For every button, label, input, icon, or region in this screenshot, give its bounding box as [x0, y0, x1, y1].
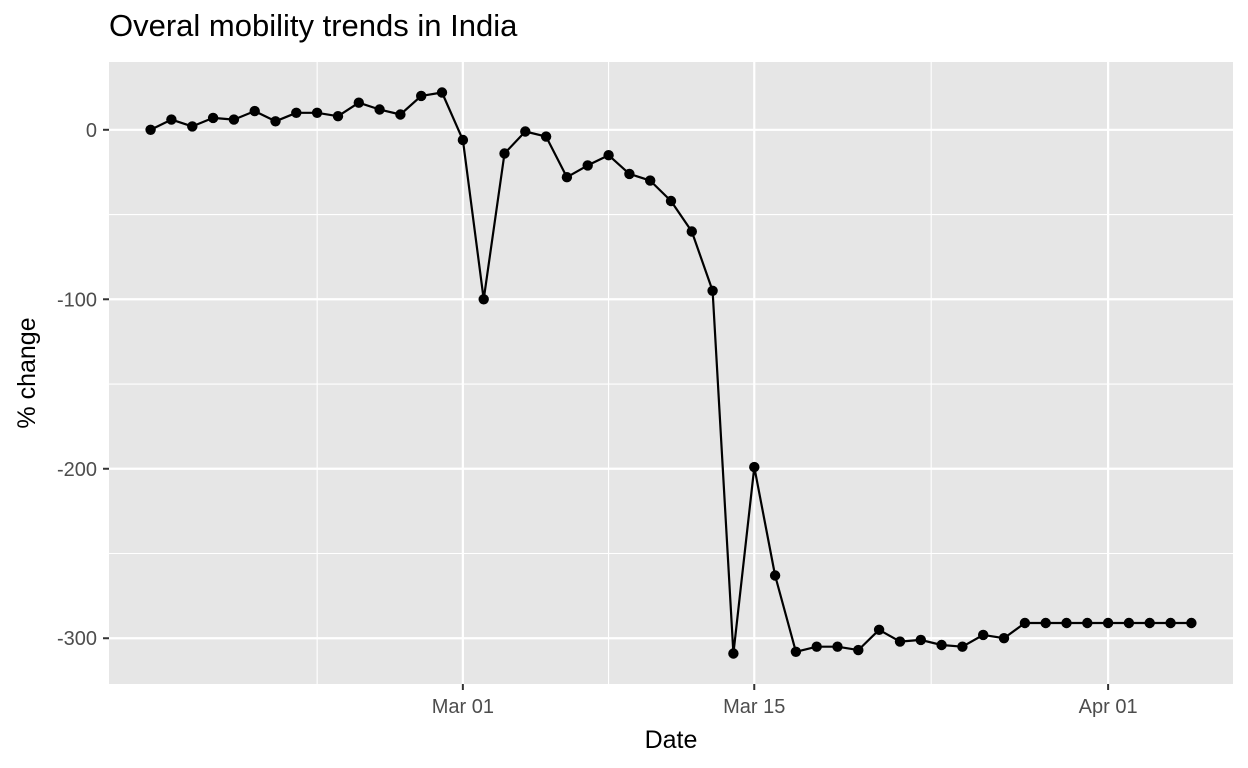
y-tick-label: 0	[86, 120, 97, 142]
data-point	[520, 126, 531, 137]
x-tick-label: Mar 15	[723, 696, 785, 718]
data-point	[228, 114, 240, 125]
data-point	[1040, 617, 1051, 629]
data-point	[665, 195, 677, 207]
data-point	[332, 111, 344, 122]
data-point	[728, 648, 739, 659]
data-point	[686, 226, 697, 237]
y-tick-label: -300	[57, 628, 97, 650]
y-axis-title: % change	[13, 317, 41, 428]
data-point	[998, 633, 1010, 644]
x-axis-title: Date	[645, 726, 698, 754]
y-axis-ticks: 0 -100 -200 -300	[57, 120, 109, 650]
data-point	[436, 87, 448, 98]
data-point	[395, 109, 406, 120]
data-point	[624, 168, 635, 180]
data-point	[291, 107, 302, 119]
data-point	[353, 97, 364, 108]
data-point	[561, 172, 573, 183]
data-point	[707, 285, 718, 296]
data-point	[1186, 617, 1197, 629]
data-point	[145, 124, 156, 135]
data-point	[311, 107, 323, 119]
data-point	[1123, 617, 1135, 629]
data-point	[1082, 617, 1093, 629]
minor-gridlines	[109, 62, 1233, 684]
data-point	[603, 150, 614, 161]
major-gridlines	[109, 62, 1233, 684]
data-point	[936, 639, 947, 651]
y-tick-label: -200	[57, 459, 97, 481]
data-point	[187, 121, 198, 132]
x-tick-label: Apr 01	[1079, 696, 1138, 718]
data-point	[1061, 617, 1072, 629]
data-point	[1144, 617, 1155, 629]
data-point	[873, 624, 885, 635]
data-point	[207, 112, 219, 124]
plot-panel	[109, 62, 1233, 684]
data-point	[915, 634, 926, 646]
data-point	[645, 175, 656, 186]
x-axis-ticks: Mar 01 Mar 15 Apr 01	[432, 684, 1138, 718]
data-point	[769, 570, 781, 581]
data-point	[416, 90, 427, 102]
data-point	[582, 160, 593, 171]
data-point	[811, 641, 822, 652]
data-point	[457, 134, 469, 146]
x-tick-label: Mar 01	[432, 696, 494, 718]
data-point	[832, 641, 843, 652]
data-point	[853, 644, 864, 656]
data-point	[790, 646, 802, 657]
data-point	[374, 104, 385, 115]
data-point	[166, 114, 177, 125]
data-point	[499, 148, 510, 159]
data-point	[1019, 617, 1031, 629]
data-point	[540, 131, 552, 142]
data-point	[978, 629, 989, 641]
data-point	[749, 461, 760, 473]
data-point	[478, 294, 489, 305]
data-point	[249, 105, 260, 117]
data-point	[1102, 617, 1114, 629]
data-point	[894, 636, 906, 647]
series-points	[145, 87, 1197, 659]
data-point	[1165, 617, 1176, 629]
chart-title: Overal mobility trends in India	[109, 8, 518, 43]
data-point	[270, 116, 281, 127]
y-tick-label: -100	[57, 289, 97, 311]
data-point	[957, 641, 968, 652]
